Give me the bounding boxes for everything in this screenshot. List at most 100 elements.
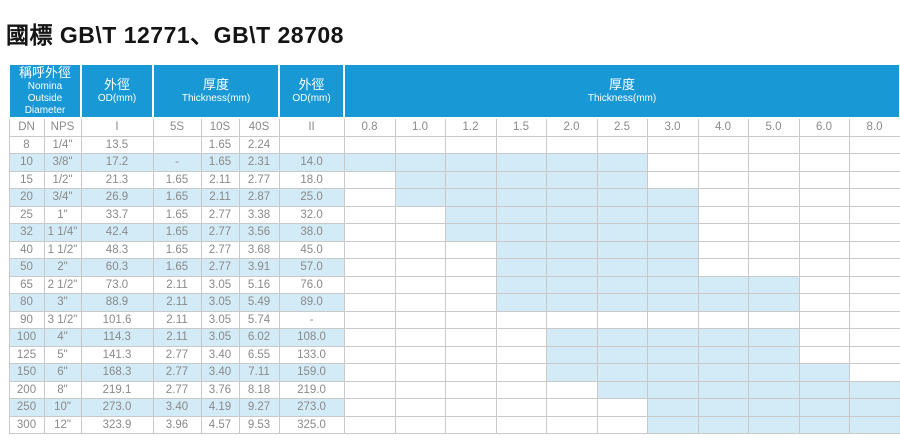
- cell-5s: 1.65: [152, 223, 202, 242]
- header-group-0-line-2: Outside Diameter: [24, 93, 66, 116]
- cell-nps: 1/2": [43, 170, 82, 189]
- header-group-0-line-0: 稱呼外徑: [18, 65, 71, 80]
- cell-thickness-1.2: [444, 398, 497, 417]
- cell-thickness-8.0: [848, 398, 900, 417]
- cell-thickness-1.5: [495, 135, 547, 154]
- cell-od-1: 273.0: [80, 398, 154, 417]
- cell-od-2: 45.0: [278, 240, 345, 259]
- cell-od-1: 17.2: [80, 153, 154, 172]
- cell-dn: 40: [8, 240, 45, 259]
- cell-dn: 125: [8, 345, 45, 364]
- header-sub-5.0: 5.0: [747, 117, 800, 137]
- cell-thickness-1.2: [444, 258, 497, 277]
- cell-thickness-6.0: [798, 310, 850, 329]
- cell-thickness-0.8: [343, 398, 396, 417]
- cell-dn: 65: [8, 275, 45, 294]
- cell-dn: 300: [8, 415, 45, 434]
- cell-thickness-1.2: [444, 170, 497, 189]
- cell-40s: 3.91: [238, 258, 280, 277]
- cell-nps: 6": [43, 363, 82, 382]
- cell-thickness-4.0: [697, 380, 749, 399]
- header-group-4: 厚度 Thickness(mm): [343, 63, 900, 119]
- cell-od-1: 101.6: [80, 310, 154, 329]
- cell-thickness-2.5: [596, 380, 648, 399]
- cell-thickness-3.0: [646, 223, 699, 242]
- header-group-row: 稱呼外徑 Nomina Outside Diameter 外徑 OD(mm) 厚度 Thic…: [8, 63, 900, 119]
- cell-thickness-0.8: [343, 415, 396, 434]
- cell-thickness-2.0: [545, 328, 598, 347]
- cell-thickness-6.0: [798, 380, 850, 399]
- table-row: 40 1 1/2" 48.3 1.65 2.77 3.68 45.0: [8, 240, 900, 259]
- cell-thickness-1.0: [394, 240, 446, 259]
- cell-10s: 2.77: [200, 240, 240, 259]
- table-row: 150 6" 168.3 2.77 3.40 7.11 159.0: [8, 363, 900, 382]
- cell-5s: 2.77: [152, 380, 202, 399]
- cell-thickness-8.0: [848, 380, 900, 399]
- cell-thickness-8.0: [848, 363, 900, 382]
- cell-dn: 32: [8, 223, 45, 242]
- cell-thickness-0.8: [343, 135, 396, 154]
- cell-nps: 1 1/4": [43, 223, 82, 242]
- header-group-4-line-1: Thickness(mm): [587, 93, 657, 104]
- cell-thickness-1.5: [495, 310, 547, 329]
- cell-thickness-1.2: [444, 293, 497, 312]
- cell-thickness-4.0: [697, 293, 749, 312]
- cell-thickness-3.0: [646, 188, 699, 207]
- cell-od-1: 88.9: [80, 293, 154, 312]
- cell-thickness-6.0: [798, 363, 850, 382]
- header-sub-1.5: 1.5: [495, 117, 547, 137]
- cell-thickness-1.0: [394, 275, 446, 294]
- header-group-0-line-1: Nomina: [27, 81, 63, 92]
- cell-40s: 5.74: [238, 310, 280, 329]
- cell-thickness-3.0: [646, 275, 699, 294]
- cell-10s: 2.77: [200, 205, 240, 224]
- cell-dn: 15: [8, 170, 45, 189]
- table-row: 50 2" 60.3 1.65 2.77 3.91 57.0: [8, 258, 900, 277]
- cell-thickness-6.0: [798, 345, 850, 364]
- cell-thickness-8.0: [848, 328, 900, 347]
- cell-dn: 25: [8, 205, 45, 224]
- cell-thickness-0.8: [343, 275, 396, 294]
- cell-thickness-1.5: [495, 170, 547, 189]
- cell-thickness-8.0: [848, 293, 900, 312]
- cell-od-2: 108.0: [278, 328, 345, 347]
- header-group-2-line-1: Thickness(mm): [181, 93, 251, 104]
- cell-od-1: 114.3: [80, 328, 154, 347]
- cell-nps: 3/4": [43, 188, 82, 207]
- cell-thickness-3.0: [646, 328, 699, 347]
- table-row: 125 5" 141.3 2.77 3.40 6.55 133.0: [8, 345, 900, 364]
- cell-thickness-2.0: [545, 240, 598, 259]
- cell-dn: 50: [8, 258, 45, 277]
- cell-5s: 1.65: [152, 240, 202, 259]
- cell-thickness-6.0: [798, 240, 850, 259]
- cell-thickness-5.0: [747, 153, 800, 172]
- table-row: 8 1/4" 13.5 1.65 2.24: [8, 135, 900, 154]
- cell-10s: 4.19: [200, 398, 240, 417]
- cell-10s: 1.65: [200, 135, 240, 154]
- cell-40s: 5.16: [238, 275, 280, 294]
- cell-od-2: 133.0: [278, 345, 345, 364]
- cell-thickness-5.0: [747, 328, 800, 347]
- cell-5s: 2.11: [152, 293, 202, 312]
- header-sub-dn: DN: [8, 117, 45, 137]
- cell-thickness-1.5: [495, 205, 547, 224]
- table-row: 15 1/2" 21.3 1.65 2.11 2.77 18.0: [8, 170, 900, 189]
- cell-10s: 3.40: [200, 345, 240, 364]
- cell-dn: 100: [8, 328, 45, 347]
- cell-dn: 90: [8, 310, 45, 329]
- cell-thickness-0.8: [343, 170, 396, 189]
- cell-thickness-1.5: [495, 223, 547, 242]
- cell-thickness-0.8: [343, 328, 396, 347]
- cell-thickness-2.5: [596, 415, 648, 434]
- cell-thickness-2.0: [545, 415, 598, 434]
- cell-thickness-2.5: [596, 135, 648, 154]
- cell-thickness-8.0: [848, 240, 900, 259]
- cell-5s: 2.77: [152, 363, 202, 382]
- cell-thickness-1.2: [444, 363, 497, 382]
- cell-thickness-4.0: [697, 310, 749, 329]
- cell-nps: 3 1/2": [43, 310, 82, 329]
- cell-thickness-4.0: [697, 170, 749, 189]
- cell-thickness-5.0: [747, 205, 800, 224]
- cell-od-2: 76.0: [278, 275, 345, 294]
- header-sub-0.8: 0.8: [343, 117, 396, 137]
